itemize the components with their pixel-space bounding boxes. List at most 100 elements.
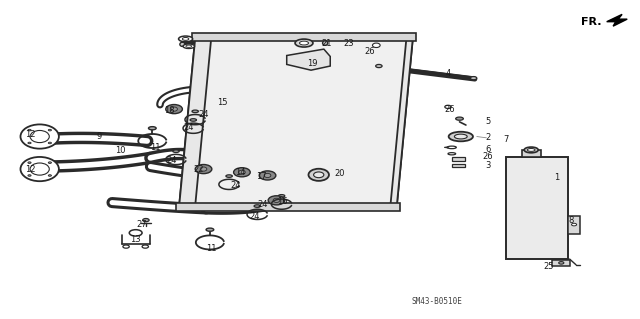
Ellipse shape — [48, 142, 51, 144]
Ellipse shape — [226, 175, 232, 177]
Ellipse shape — [308, 169, 329, 181]
Ellipse shape — [234, 168, 250, 177]
Ellipse shape — [278, 195, 285, 197]
Polygon shape — [179, 38, 211, 206]
Text: 24: 24 — [257, 200, 268, 209]
Ellipse shape — [123, 245, 129, 248]
Bar — [452, 157, 465, 161]
Ellipse shape — [376, 64, 382, 68]
Ellipse shape — [166, 105, 182, 114]
Text: 16: 16 — [278, 197, 288, 206]
Text: 13: 13 — [131, 235, 141, 244]
Ellipse shape — [470, 77, 477, 80]
Ellipse shape — [28, 142, 31, 144]
Text: 14: 14 — [235, 168, 245, 177]
Text: SM43-B0510E: SM43-B0510E — [411, 297, 462, 306]
Polygon shape — [607, 14, 627, 26]
Ellipse shape — [254, 205, 260, 207]
Polygon shape — [287, 49, 330, 70]
Ellipse shape — [448, 152, 456, 155]
Text: 11: 11 — [150, 143, 160, 152]
Text: 11: 11 — [206, 244, 216, 253]
Ellipse shape — [20, 157, 59, 181]
Ellipse shape — [129, 230, 142, 236]
Ellipse shape — [449, 132, 473, 141]
Polygon shape — [390, 38, 413, 206]
Text: 1: 1 — [554, 173, 559, 182]
Ellipse shape — [28, 129, 31, 131]
Ellipse shape — [314, 172, 324, 178]
Ellipse shape — [524, 147, 538, 153]
Ellipse shape — [456, 117, 463, 120]
Ellipse shape — [173, 150, 179, 152]
Ellipse shape — [300, 41, 308, 45]
Bar — [552, 260, 570, 266]
Text: 17: 17 — [256, 172, 266, 181]
Ellipse shape — [20, 124, 59, 149]
Text: 23: 23 — [344, 39, 354, 48]
Ellipse shape — [143, 219, 149, 222]
Text: 10: 10 — [115, 146, 125, 155]
Ellipse shape — [28, 175, 31, 176]
Ellipse shape — [180, 42, 185, 47]
Text: 24: 24 — [230, 181, 241, 189]
Ellipse shape — [445, 105, 451, 108]
Text: 4: 4 — [445, 69, 451, 78]
Ellipse shape — [48, 175, 51, 176]
Ellipse shape — [182, 38, 189, 41]
Text: 3: 3 — [485, 161, 490, 170]
Text: 27: 27 — [137, 220, 147, 229]
Text: 24: 24 — [250, 212, 260, 221]
Text: 15: 15 — [218, 98, 228, 107]
Ellipse shape — [572, 223, 577, 226]
Bar — [452, 164, 465, 167]
Ellipse shape — [295, 39, 313, 47]
Text: FR.: FR. — [581, 17, 602, 26]
Polygon shape — [192, 33, 416, 41]
Text: 24: 24 — [166, 156, 177, 165]
Ellipse shape — [206, 228, 214, 231]
Ellipse shape — [48, 162, 51, 163]
Ellipse shape — [192, 110, 198, 113]
Text: 8: 8 — [568, 216, 573, 225]
Bar — [522, 150, 541, 157]
Ellipse shape — [148, 127, 156, 130]
Text: 25: 25 — [544, 262, 554, 271]
Ellipse shape — [179, 36, 193, 42]
Ellipse shape — [447, 146, 456, 149]
Ellipse shape — [372, 43, 380, 48]
Ellipse shape — [195, 165, 212, 174]
Ellipse shape — [30, 130, 49, 143]
Bar — [506, 157, 568, 259]
Polygon shape — [176, 203, 400, 211]
Text: 12: 12 — [26, 130, 36, 139]
Ellipse shape — [264, 174, 271, 177]
Ellipse shape — [30, 163, 49, 175]
Ellipse shape — [171, 107, 177, 111]
Ellipse shape — [268, 196, 285, 205]
Ellipse shape — [323, 41, 328, 45]
Text: 24: 24 — [184, 123, 194, 132]
Text: 24: 24 — [198, 110, 209, 119]
Ellipse shape — [273, 198, 280, 203]
Text: 7: 7 — [503, 135, 508, 144]
Text: 22: 22 — [193, 165, 204, 174]
Bar — [568, 216, 580, 234]
Ellipse shape — [559, 262, 564, 264]
Text: 9: 9 — [97, 132, 102, 141]
Text: 5: 5 — [485, 117, 490, 126]
Text: 20: 20 — [334, 169, 344, 178]
Text: 26: 26 — [365, 47, 375, 56]
Text: 26: 26 — [444, 105, 454, 114]
Ellipse shape — [239, 170, 245, 174]
Ellipse shape — [527, 149, 535, 151]
Ellipse shape — [200, 167, 207, 171]
Text: 12: 12 — [26, 165, 36, 174]
Text: 19: 19 — [307, 59, 317, 68]
Text: 18: 18 — [164, 106, 175, 115]
Text: 21: 21 — [321, 39, 332, 48]
Ellipse shape — [183, 44, 195, 48]
Ellipse shape — [186, 45, 192, 47]
Polygon shape — [179, 38, 413, 206]
Text: 2: 2 — [485, 133, 490, 142]
